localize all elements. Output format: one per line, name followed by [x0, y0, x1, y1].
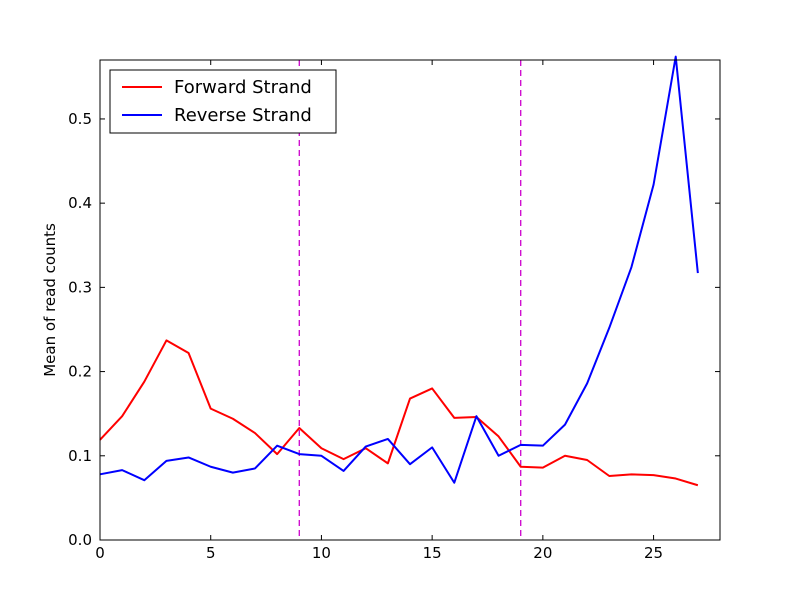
x-tick-label: 15 [423, 544, 442, 562]
legend-label-reverse: Reverse Strand [174, 105, 312, 126]
x-tick-label: 10 [312, 544, 331, 562]
legend-label-forward: Forward Strand [174, 77, 312, 98]
plot-area [100, 60, 720, 540]
series-line-reverse-strand [99, 55, 699, 484]
series-line-forward-strand [99, 339, 699, 487]
legend-box [109, 69, 337, 134]
x-tick-label: 20 [533, 544, 552, 562]
legend: Forward Strand Reverse Strand [109, 69, 337, 134]
plot-frame [99, 59, 721, 541]
y-tick-label: 0.5 [68, 110, 92, 128]
vertical-reference-lines [298, 60, 522, 540]
y-axis: 0.0 0.1 0.2 0.3 0.4 0.5 [68, 110, 720, 549]
y-tick-label: 0.0 [68, 531, 92, 549]
x-tick-label: 0 [95, 544, 105, 562]
y-tick-label: 0.1 [68, 447, 92, 465]
series-layer [99, 55, 699, 487]
x-tick-label: 25 [644, 544, 663, 562]
x-axis: 0 5 10 15 20 25 [95, 60, 663, 562]
y-axis-label: Mean of read counts [41, 223, 59, 377]
y-tick-label: 0.3 [68, 278, 92, 296]
y-tick-label: 0.2 [68, 363, 92, 381]
y-tick-label: 0.4 [68, 194, 92, 212]
x-tick-label: 5 [206, 544, 216, 562]
